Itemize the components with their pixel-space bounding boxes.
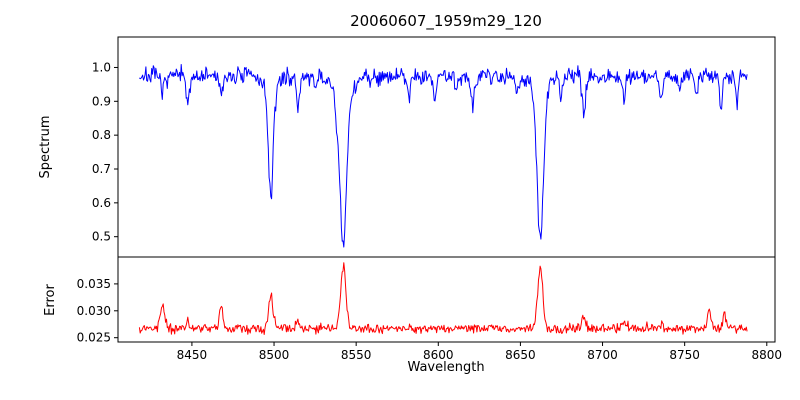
error-series-line [138, 262, 748, 335]
spectrum-panel-frame [117, 36, 776, 258]
x-tick-label: 8750 [669, 348, 700, 362]
error-panel-frame [117, 256, 776, 343]
x-tick-label: 8600 [423, 348, 454, 362]
x-tick-label: 8800 [752, 348, 783, 362]
chart-title: 20060607_1959m29_120 [350, 12, 542, 30]
x-tick-label: 8700 [587, 348, 618, 362]
spectrum-series-line [139, 63, 748, 248]
x-tick-label: 8450 [177, 348, 208, 362]
spectrum-y-tick-label: 0.9 [92, 94, 111, 108]
spectrum-y-tick-label: 0.8 [92, 128, 111, 142]
x-axis-label: Wavelength [407, 360, 485, 375]
x-tick-label: 8550 [341, 348, 372, 362]
spectrum-y-tick-label: 0.6 [92, 196, 111, 210]
error-y-tick-label: 0.035 [77, 277, 111, 291]
x-tick-label: 8650 [505, 348, 536, 362]
spectrum-y-tick-label: 0.5 [92, 230, 111, 244]
spectrum-y-tick-label: 1.0 [92, 60, 111, 74]
error-y-tick-label: 0.030 [77, 304, 111, 318]
error-y-tick-label: 0.025 [77, 331, 111, 345]
spectrum-y-tick-label: 0.7 [92, 162, 111, 176]
x-tick-label: 8500 [259, 348, 290, 362]
